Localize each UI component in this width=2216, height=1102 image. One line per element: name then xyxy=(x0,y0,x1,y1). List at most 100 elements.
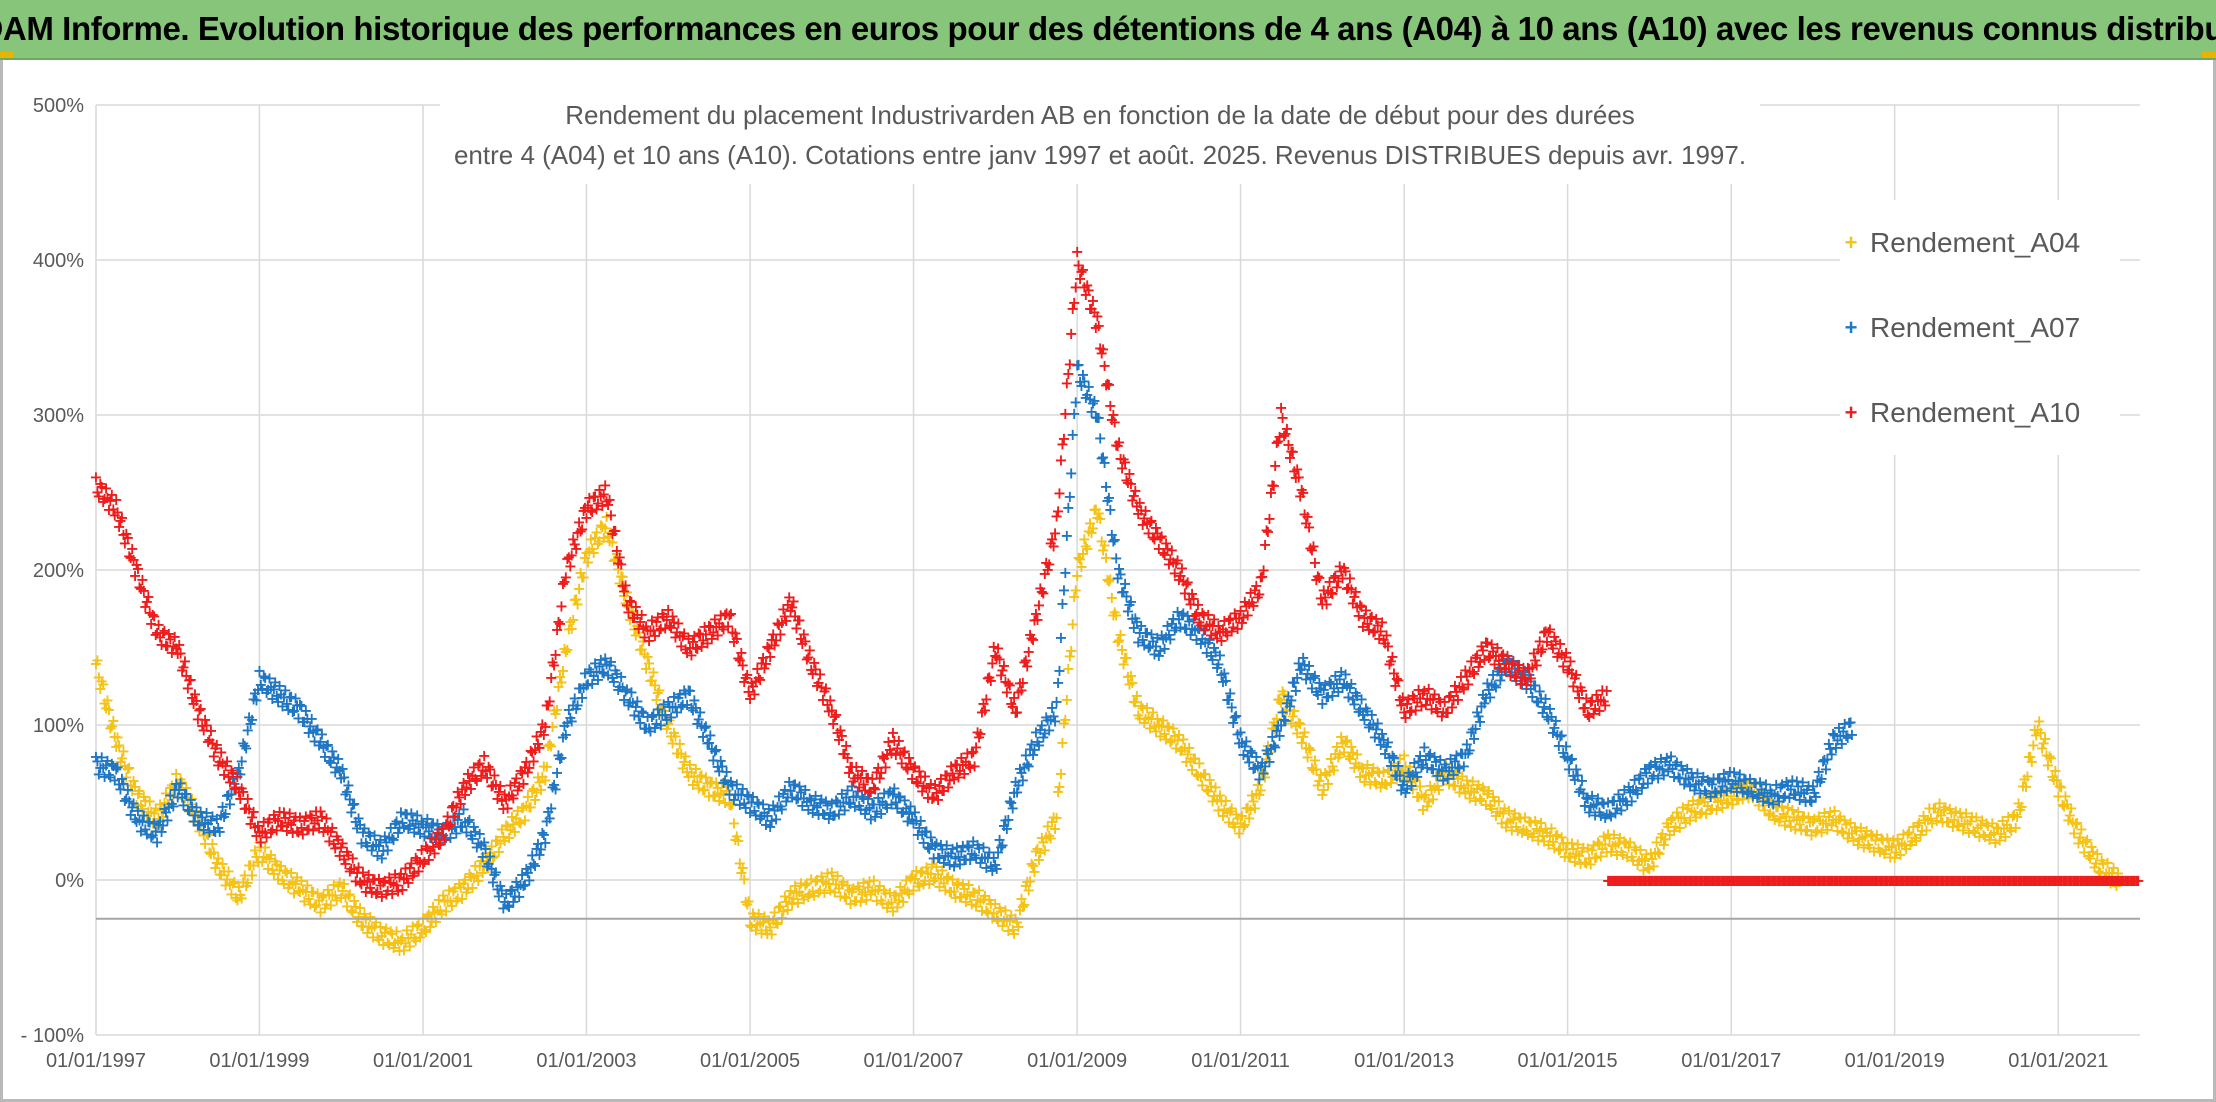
data-point: + xyxy=(207,842,220,861)
data-point: + xyxy=(290,868,303,887)
data-point: + xyxy=(245,865,258,884)
data-point: + xyxy=(1269,456,1282,475)
data-point: + xyxy=(279,861,292,880)
data-point: + xyxy=(248,841,261,860)
data-point: + xyxy=(1053,483,1066,502)
x-tick-label: 01/01/2007 xyxy=(863,1050,963,1072)
data-point: + xyxy=(1286,442,1299,461)
data-point: + xyxy=(161,794,174,813)
data-point: + xyxy=(95,672,108,691)
data-point: + xyxy=(231,891,244,910)
data-point: + xyxy=(264,845,277,864)
data-point: + xyxy=(549,779,562,798)
data-point: + xyxy=(1845,725,1858,744)
corner-mark-left xyxy=(0,52,14,58)
x-tick-label: 01/01/2009 xyxy=(1027,1050,1127,1072)
data-point: + xyxy=(277,874,290,893)
data-point: + xyxy=(321,880,334,899)
data-point: + xyxy=(270,854,283,873)
data-point: + xyxy=(555,596,568,615)
data-point: + xyxy=(212,848,225,867)
data-point: + xyxy=(89,654,102,673)
data-point: + xyxy=(1057,580,1070,599)
data-point: + xyxy=(244,856,257,875)
series-Rendement_A04: ++++++++++++++++++++++++++++++++++++++++… xyxy=(89,499,2124,960)
data-point: + xyxy=(175,773,188,792)
data-point: + xyxy=(1054,628,1067,647)
data-point: + xyxy=(121,759,134,778)
data-point: + xyxy=(352,907,365,926)
data-point: + xyxy=(614,554,627,573)
data-point: + xyxy=(209,858,222,877)
data-point: + xyxy=(609,521,622,540)
data-point: + xyxy=(1104,500,1117,519)
data-point: + xyxy=(1092,316,1105,335)
data-point: + xyxy=(1108,412,1121,431)
x-tick-label: 01/01/2003 xyxy=(536,1050,636,1072)
data-point: + xyxy=(1050,808,1063,827)
data-point: + xyxy=(177,789,190,808)
data-point: + xyxy=(152,809,165,828)
data-point: + xyxy=(104,718,117,737)
data-point: + xyxy=(1102,375,1115,394)
data-point: + xyxy=(1253,584,1266,603)
data-point: + xyxy=(1042,554,1055,573)
x-tick-label: 01/01/1999 xyxy=(209,1050,309,1072)
data-point: + xyxy=(309,896,322,915)
data-point: + xyxy=(346,902,359,921)
data-point: + xyxy=(112,736,125,755)
data-point: + xyxy=(156,807,169,826)
y-tick-label: 300% xyxy=(33,405,84,427)
data-point: + xyxy=(174,770,187,789)
chart-title-line2: entre 4 (A04) et 10 ans (A10). Cotations… xyxy=(454,140,1746,170)
data-point: + xyxy=(289,874,302,893)
data-point: + xyxy=(267,864,280,883)
data-point: + xyxy=(242,856,255,875)
data-point: + xyxy=(124,776,137,795)
data-point: + xyxy=(136,799,149,818)
x-tick-label: 01/01/2017 xyxy=(1681,1050,1781,1072)
data-point: + xyxy=(145,802,158,821)
y-tick-label: 500% xyxy=(33,95,84,117)
data-point: + xyxy=(158,793,171,812)
legend-marker-a04: + xyxy=(1840,230,1862,256)
data-point: + xyxy=(549,645,562,664)
data-point: + xyxy=(271,870,284,889)
data-point: + xyxy=(1010,702,1023,721)
legend-label-a07: Rendement_A07 xyxy=(1870,312,2080,344)
x-tick-label: 01/01/2019 xyxy=(1845,1050,1945,1072)
data-point: + xyxy=(107,711,120,730)
data-point: + xyxy=(1016,673,1029,692)
data-point: + xyxy=(1263,509,1276,528)
data-point: + xyxy=(200,824,213,843)
data-point: + xyxy=(324,896,337,915)
data-point: + xyxy=(143,792,156,811)
data-point: + xyxy=(334,888,347,907)
data-point: + xyxy=(311,883,324,902)
data-point: + xyxy=(125,781,138,800)
data-point: + xyxy=(130,795,143,814)
data-point: + xyxy=(340,896,353,915)
data-point: + xyxy=(178,788,191,807)
data-point: + xyxy=(185,789,198,808)
data-point: + xyxy=(92,667,105,686)
data-point: + xyxy=(1050,692,1063,711)
y-tick-label: 100% xyxy=(33,715,84,737)
data-point: + xyxy=(238,865,251,884)
data-point: + xyxy=(147,804,160,823)
data-point: + xyxy=(206,834,219,853)
data-point: + xyxy=(298,891,311,910)
data-point: + xyxy=(282,878,295,897)
data-point: + xyxy=(1063,354,1076,373)
data-point: + xyxy=(555,748,568,767)
data-point: + xyxy=(2132,871,2145,890)
data-point: + xyxy=(996,835,1009,854)
data-point: + xyxy=(330,891,343,910)
data-point: + xyxy=(263,849,276,868)
data-point: + xyxy=(171,775,184,794)
data-point: + xyxy=(1600,681,1613,700)
legend-item-a04: + Rendement_A04 xyxy=(1840,200,2120,285)
data-point: + xyxy=(286,872,299,891)
data-point: + xyxy=(1054,764,1067,783)
data-point: + xyxy=(253,832,266,851)
